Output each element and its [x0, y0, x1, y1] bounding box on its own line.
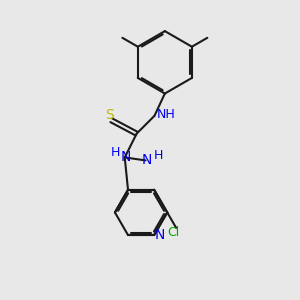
- Text: H: H: [153, 148, 163, 162]
- Text: Cl: Cl: [167, 226, 179, 239]
- Text: N: N: [154, 228, 165, 242]
- Text: S: S: [106, 108, 114, 122]
- Text: H: H: [111, 146, 121, 159]
- Text: N: N: [142, 153, 152, 167]
- Text: N: N: [121, 150, 131, 164]
- Text: NH: NH: [156, 108, 175, 121]
